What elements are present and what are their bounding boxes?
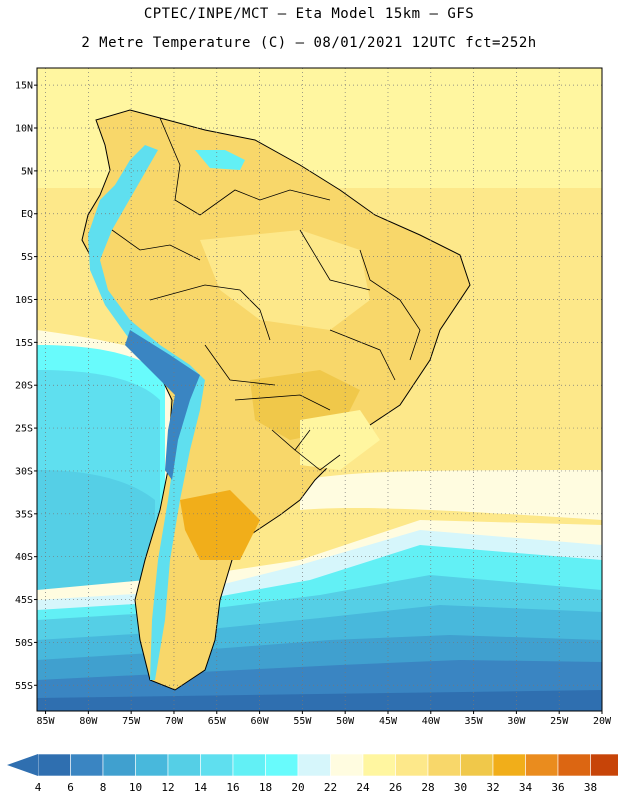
lat-label: 35S (15, 509, 33, 520)
colorbar-segment (37, 753, 71, 777)
colorbar-segment (395, 753, 429, 777)
lon-label: 70W (165, 716, 184, 727)
lat-label: 50S (15, 638, 33, 649)
colorbar-segment (265, 753, 299, 777)
lat-label: 5S (21, 252, 33, 263)
colorbar-low-arrow (7, 754, 38, 776)
colorbar-value-label: 32 (486, 781, 499, 794)
colorbar-value-label: 38 (584, 781, 597, 794)
lat-label: 30S (15, 466, 33, 477)
colorbar-value-label: 6 (67, 781, 74, 794)
lat-label: 55S (15, 681, 33, 692)
country-borders (111, 117, 421, 471)
colorbar-value-label: 28 (421, 781, 434, 794)
lon-label: 30W (507, 716, 526, 727)
lon-label: 60W (251, 716, 270, 727)
colorbar-segment (427, 753, 461, 777)
lon-label: 85W (37, 716, 56, 727)
lon-label: 50W (336, 716, 355, 727)
colorbar-segment (590, 753, 618, 777)
lat-label: 45S (15, 595, 33, 606)
lon-label: 20W (593, 716, 612, 727)
colorbar-value-label: 16 (226, 781, 239, 794)
map-frame (36, 67, 603, 712)
colorbar-value-label: 24 (356, 781, 370, 794)
colorbar-segment (557, 753, 591, 777)
longitude-labels: 85W 80W 75W 70W 65W 60W 55W 50W 45W 40W 35W 30W 25W 2… (37, 716, 612, 727)
lon-label: 55W (293, 716, 312, 727)
colorbar-segment (297, 753, 331, 777)
map-title-line-1: CPTEC/INPE/MCT – Eta Model 15km – GFS (143, 6, 475, 22)
colorbar-value-label: 34 (519, 781, 533, 794)
lat-label: 20S (15, 381, 33, 392)
colorbar-segment (167, 753, 201, 777)
colorbar-value-label: 14 (194, 781, 208, 794)
graticule (34, 68, 603, 714)
lon-label: 80W (79, 716, 98, 727)
colorbar: 4 6 8 10 12 14 16 18 20 22 24 26 28 30 32 34 36 38 (7, 753, 618, 794)
lon-label: 25W (550, 716, 569, 727)
colorbar-segment (102, 753, 136, 777)
lat-label: 15N (15, 81, 33, 92)
colorbar-segment (362, 753, 396, 777)
colorbar-value-label: 12 (161, 781, 174, 794)
colorbar-segment (70, 753, 104, 777)
colorbar-value-label: 30 (454, 781, 467, 794)
colorbar-value-label: 22 (324, 781, 337, 794)
colorbar-value-label: 4 (35, 781, 42, 794)
colorbar-value-label: 8 (100, 781, 107, 794)
lon-label: 65W (208, 716, 227, 727)
colorbar-segment (200, 753, 234, 777)
colorbar-segment (525, 753, 559, 777)
colorbar-segment (135, 753, 169, 777)
colorbar-value-label: 36 (551, 781, 564, 794)
lat-label: 40S (15, 552, 33, 563)
colorbar-segment (492, 753, 526, 777)
colorbar-value-label: 26 (389, 781, 402, 794)
colorbar-segment (460, 753, 494, 777)
lon-label: 45W (379, 716, 398, 727)
colorbar-value-label: 18 (259, 781, 272, 794)
lat-label: 10N (15, 124, 33, 135)
map-title-line-2: 2 Metre Temperature (C) – 08/01/2021 12U… (81, 35, 537, 51)
lat-label: 10S (15, 295, 33, 306)
lon-label: 35W (465, 716, 484, 727)
lon-label: 40W (422, 716, 441, 727)
lat-label: 25S (15, 424, 33, 435)
colorbar-value-label: 10 (129, 781, 142, 794)
lat-label: 15S (15, 338, 33, 349)
lon-label: 75W (122, 716, 141, 727)
lat-label: EQ (21, 209, 33, 220)
colorbar-segment (330, 753, 364, 777)
colorbar-segment (232, 753, 266, 777)
colorbar-value-label: 20 (291, 781, 304, 794)
temperature-field (37, 68, 602, 711)
latitude-labels: 15N 10N 5N EQ 5S 10S 15S 20S 25S 30S 35S 40S 45S 50S 5… (15, 81, 33, 692)
lat-label: 5N (21, 166, 33, 177)
